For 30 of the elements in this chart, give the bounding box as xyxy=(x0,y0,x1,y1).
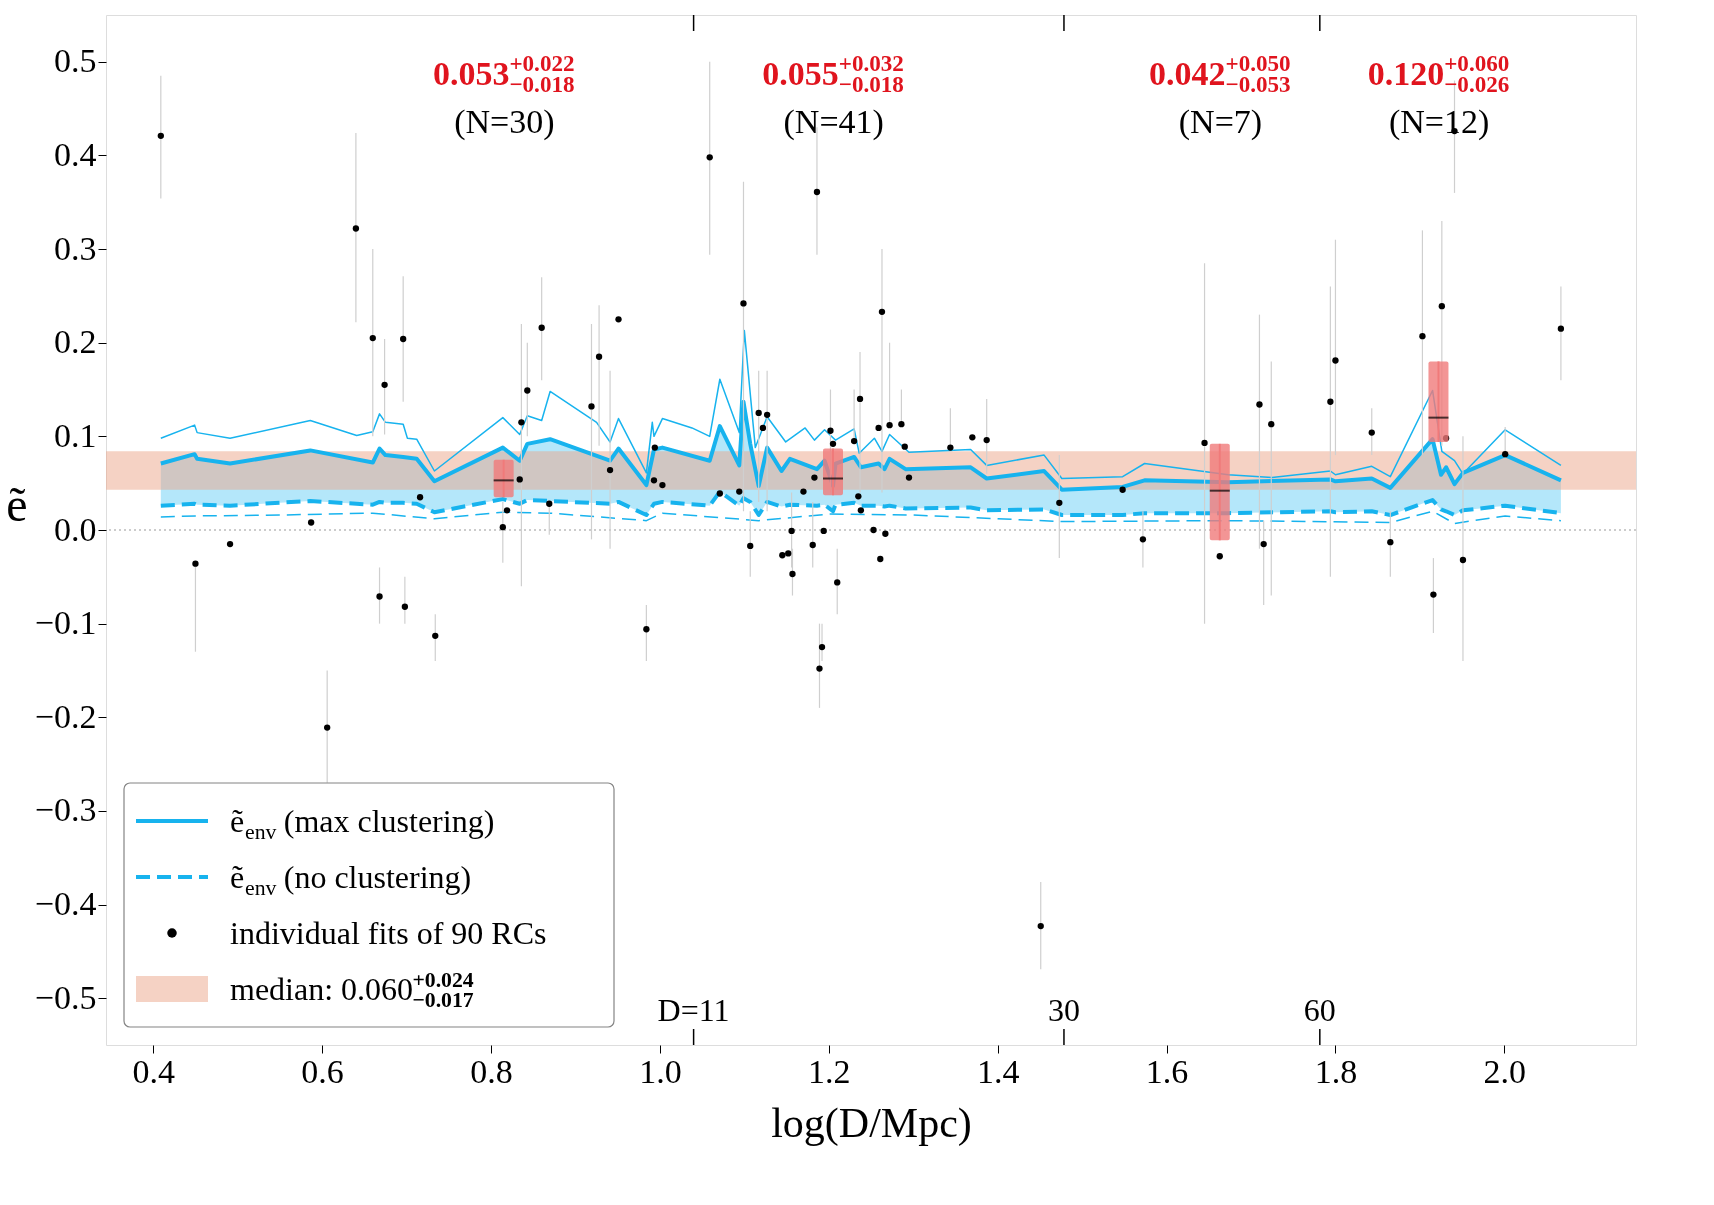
x-tick-label: 1.2 xyxy=(808,1052,851,1090)
x2-tick-label: 30 xyxy=(1047,992,1080,1028)
y-tick-label: 0.3 xyxy=(54,229,97,267)
y-tick-label: −0.5 xyxy=(34,978,97,1016)
y-tick-label: −0.3 xyxy=(34,791,97,829)
x-tick-label: 2.0 xyxy=(1483,1052,1527,1090)
x2-tick-label: D=11 xyxy=(657,992,730,1028)
legend-label: individual fits of 90 RCs xyxy=(230,915,547,951)
y-tick-label: −0.2 xyxy=(34,697,97,735)
x-tick-label: 1.4 xyxy=(976,1052,1020,1090)
y-tick-label: 0.4 xyxy=(54,135,97,173)
annotation: (N=30) xyxy=(454,103,555,141)
y-tick-label: 0.1 xyxy=(54,416,97,454)
x-tick-label: 1.0 xyxy=(639,1052,682,1090)
y-tick-label: 0.0 xyxy=(54,510,97,548)
x-tick-label: 0.6 xyxy=(301,1052,344,1090)
x-tick-label: 0.4 xyxy=(132,1052,175,1090)
y-tick-label: −0.4 xyxy=(34,885,97,923)
x2-tick-label: 60 xyxy=(1303,992,1336,1028)
x-tick-label: 1.6 xyxy=(1145,1052,1189,1090)
y-tick-label: −0.1 xyxy=(34,604,97,642)
y-axis-title: ẽ xyxy=(6,477,28,531)
x-axis-title: log(D/Mpc) xyxy=(771,1099,972,1147)
annotation: (N=7) xyxy=(1178,103,1263,141)
y-tick-label: 0.5 xyxy=(54,42,97,80)
y-tick-label: 0.2 xyxy=(54,323,97,361)
x-tick-label: 1.8 xyxy=(1314,1052,1358,1090)
annotation: (N=12) xyxy=(1389,103,1490,141)
x-tick-label: 0.8 xyxy=(470,1052,513,1090)
annotation: (N=41) xyxy=(783,103,884,141)
